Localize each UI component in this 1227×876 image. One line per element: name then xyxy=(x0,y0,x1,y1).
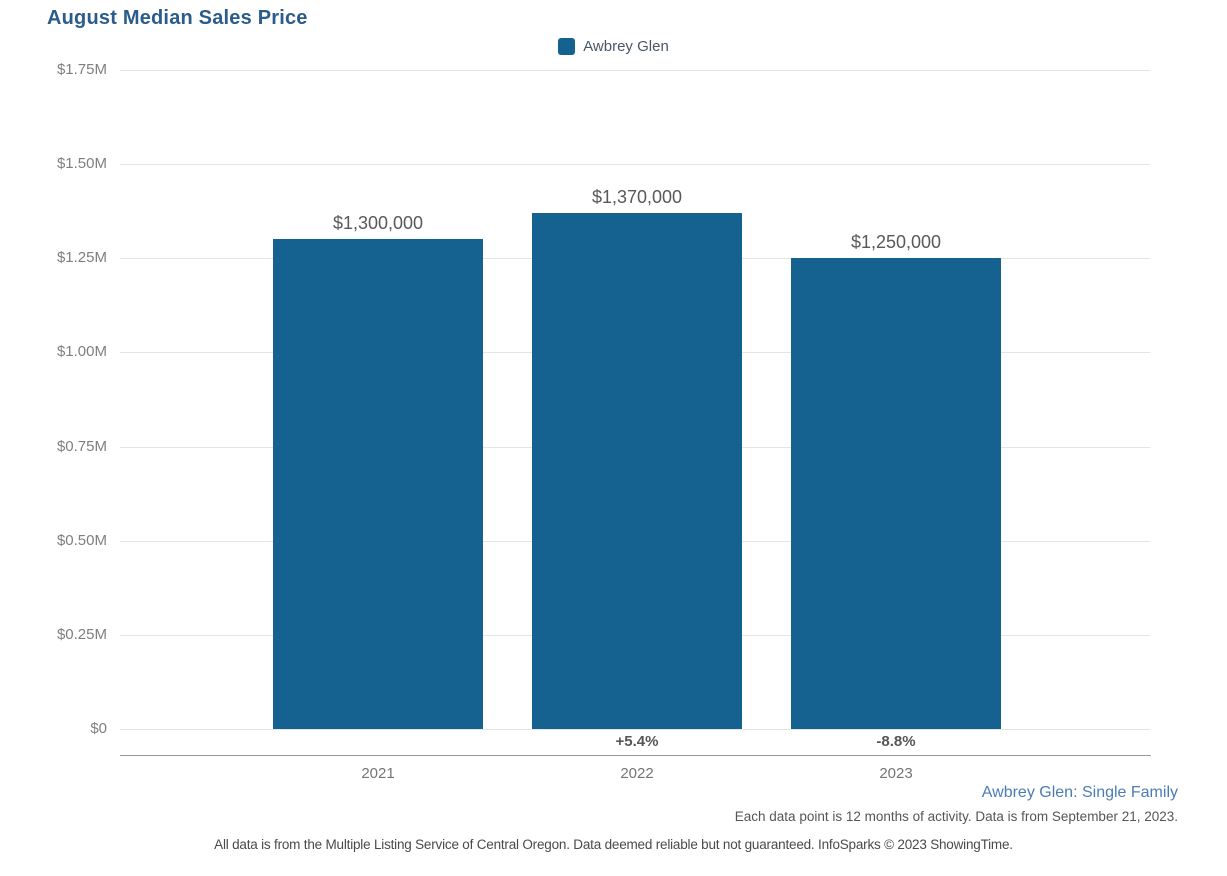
y-axis-tick-label: $1.50M xyxy=(56,155,107,172)
y-axis-tick-label: $1.00M xyxy=(56,343,107,360)
y-axis-tick-label: $0.75M xyxy=(56,438,107,455)
legend: Awbrey Glen xyxy=(0,38,1227,55)
y-axis-tick-label: $1.25M xyxy=(56,249,107,266)
pct-change-label: -8.8% xyxy=(876,733,916,750)
bar-2023[interactable] xyxy=(791,258,1001,729)
page-title: August Median Sales Price xyxy=(47,7,308,29)
plot-area: $1.75M $1.50M $1.25M $1.00M $0.75M $0.50M $0.2… xyxy=(57,61,1150,782)
bar-2022[interactable] xyxy=(532,213,742,729)
legend-label: Awbrey Glen xyxy=(583,38,669,55)
bar-value-label: $1,370,000 xyxy=(591,187,683,207)
gridline xyxy=(120,164,1150,165)
pct-change-label: +5.4% xyxy=(615,733,659,750)
bar-value-label: $1,250,000 xyxy=(850,232,942,252)
x-axis-tick-label: 2022 xyxy=(620,765,654,782)
gridline xyxy=(120,70,1150,71)
legend-swatch-icon xyxy=(558,38,576,55)
gridline xyxy=(120,729,1150,730)
y-axis-tick-label: $1.75M xyxy=(56,61,107,78)
bar-2021[interactable] xyxy=(273,239,483,729)
y-axis-tick-label: $0.50M xyxy=(56,532,107,549)
x-axis-tick-label: 2023 xyxy=(879,765,913,782)
bar-value-label: $1,300,000 xyxy=(332,213,424,233)
y-axis-tick-label: $0 xyxy=(90,720,107,737)
x-axis-tick-label: 2021 xyxy=(361,765,395,782)
series-filter-link[interactable]: Awbrey Glen: Single Family xyxy=(981,784,1178,801)
y-axis-tick-label: $0.25M xyxy=(56,626,107,643)
x-axis-line xyxy=(120,755,1151,756)
disclaimer: All data is from the Multiple Listing Se… xyxy=(214,837,1013,852)
data-note: Each data point is 12 months of activity… xyxy=(734,809,1178,824)
